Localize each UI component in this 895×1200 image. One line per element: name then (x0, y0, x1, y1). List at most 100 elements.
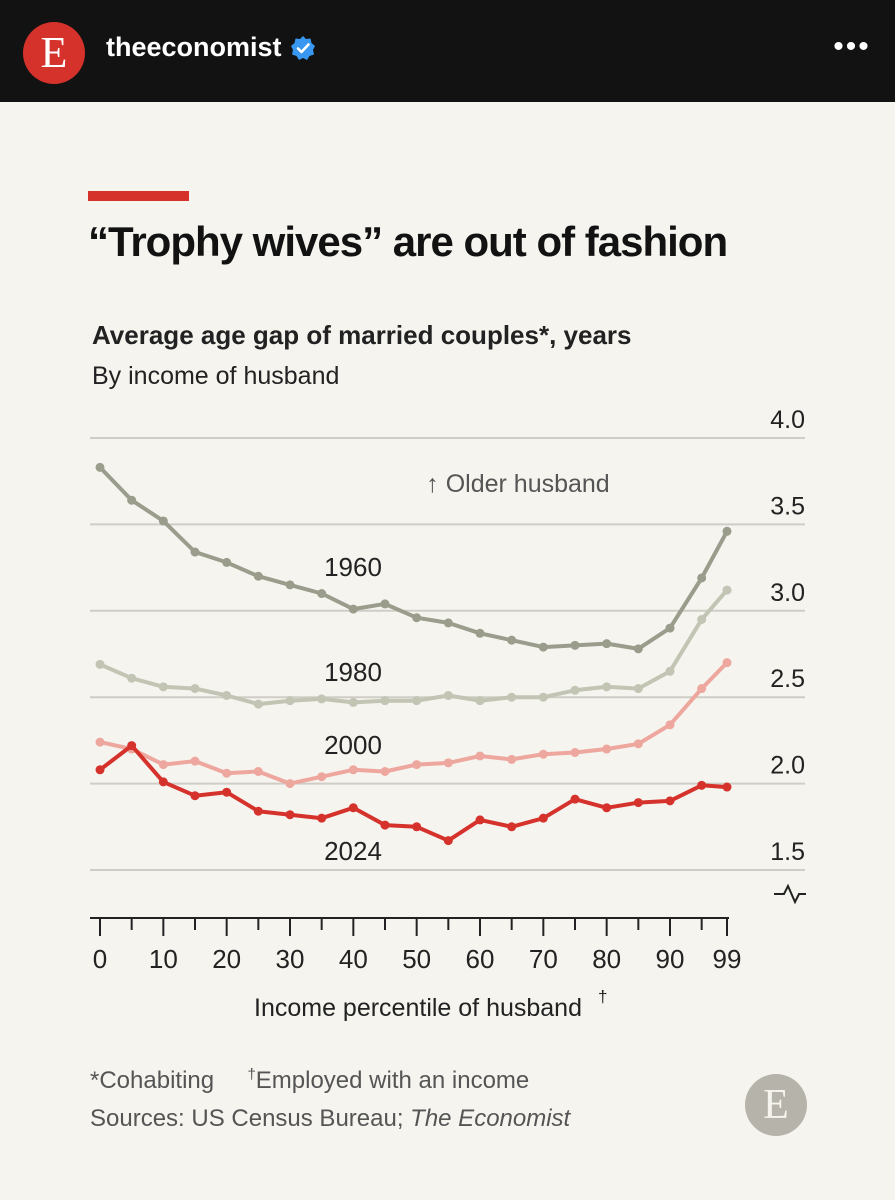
x-axis-title-dagger: † (598, 987, 607, 1006)
economist-footer-logo: E (745, 1074, 807, 1136)
x-tick-label: 60 (466, 944, 495, 974)
axis-break-icon (774, 883, 806, 905)
data-point (507, 635, 517, 645)
data-point (722, 526, 732, 536)
data-point (285, 779, 295, 789)
data-point (602, 682, 612, 692)
data-point (380, 767, 390, 777)
data-point (158, 760, 168, 770)
y-tick-label: 2.0 (770, 752, 805, 780)
data-point (348, 604, 358, 614)
data-point (222, 768, 232, 778)
x-tick-label: 70 (529, 944, 558, 974)
x-tick-label: 90 (656, 944, 685, 974)
data-point (412, 613, 422, 623)
data-point (602, 803, 612, 813)
chart-subtitle: Average age gap of married couples*, yea… (92, 320, 632, 350)
data-point (697, 684, 707, 694)
sources-prefix: Sources: US Census Bureau; (90, 1105, 411, 1132)
data-point (475, 751, 485, 761)
data-point (507, 754, 517, 764)
data-point (633, 798, 643, 808)
y-tick-label: 2.5 (770, 665, 805, 693)
data-point (633, 739, 643, 749)
data-point (665, 623, 675, 633)
data-point (158, 777, 168, 787)
data-point (253, 699, 263, 709)
data-point (222, 690, 232, 700)
data-point (538, 692, 548, 702)
data-point (412, 696, 422, 706)
x-tick-label: 30 (276, 944, 305, 974)
footnote-employed: Employed with an income (255, 1067, 530, 1094)
data-point (317, 813, 327, 823)
verified-badge-icon (291, 36, 315, 60)
series-label-1960: 1960 (324, 552, 382, 582)
older-husband-annotation: ↑ Older husband (426, 470, 609, 498)
data-point (570, 747, 580, 757)
data-point (285, 696, 295, 706)
data-point (380, 696, 390, 706)
more-options-icon[interactable]: ••• (833, 30, 871, 63)
y-tick-label: 1.5 (770, 838, 805, 866)
data-point (570, 794, 580, 804)
footnote-cohabiting: *Cohabiting (90, 1067, 215, 1094)
account-handle[interactable]: theeconomist (106, 32, 282, 62)
post-header: E theeconomist ••• (0, 0, 895, 102)
x-tick-label: 0 (93, 944, 107, 974)
data-point (475, 696, 485, 706)
data-point (127, 495, 137, 505)
data-point (602, 744, 612, 754)
data-point (253, 571, 263, 581)
data-point (665, 796, 675, 806)
series-label-2024: 2024 (324, 836, 382, 866)
data-point (190, 756, 200, 766)
data-point (697, 573, 707, 583)
y-tick-label: 3.5 (770, 492, 805, 520)
data-point (253, 767, 263, 777)
x-tick-label: 10 (149, 944, 178, 974)
data-point (190, 791, 200, 801)
data-point (380, 599, 390, 609)
y-tick-label: 3.0 (770, 579, 805, 607)
data-point (538, 813, 548, 823)
data-point (222, 557, 232, 567)
data-point (538, 642, 548, 652)
series-label-2000: 2000 (324, 730, 382, 760)
data-point (127, 673, 137, 683)
data-point (95, 462, 105, 472)
chart-card (0, 102, 895, 1200)
series-label-1980: 1980 (324, 657, 382, 687)
data-point (222, 787, 232, 797)
x-tick-label: 20 (212, 944, 241, 974)
data-point (95, 737, 105, 747)
data-point (285, 580, 295, 590)
data-point (190, 547, 200, 557)
x-axis-title: Income percentile of husband (254, 994, 582, 1022)
economist-avatar[interactable]: E (23, 22, 85, 84)
footnotes: *Cohabiting †Employed with an income (90, 1066, 529, 1095)
data-point (443, 836, 453, 846)
chart-title: “Trophy wives” are out of fashion (88, 218, 728, 265)
data-point (507, 822, 517, 832)
series-line-1960 (98, 466, 729, 651)
red-accent-bar (88, 191, 189, 201)
data-point (253, 806, 263, 816)
data-point (475, 628, 485, 638)
chart-subsubtitle: By income of husband (92, 362, 340, 390)
data-point (570, 640, 580, 650)
data-point (158, 682, 168, 692)
x-tick-label: 99 (713, 944, 742, 974)
x-tick-label: 50 (402, 944, 431, 974)
data-point (633, 644, 643, 654)
data-point (722, 585, 732, 595)
data-point (95, 765, 105, 775)
data-point (317, 772, 327, 782)
data-point (697, 780, 707, 790)
data-point (412, 822, 422, 832)
data-point (633, 684, 643, 694)
data-point (127, 741, 137, 751)
data-point (665, 666, 675, 676)
data-point (158, 516, 168, 526)
data-point (348, 697, 358, 707)
